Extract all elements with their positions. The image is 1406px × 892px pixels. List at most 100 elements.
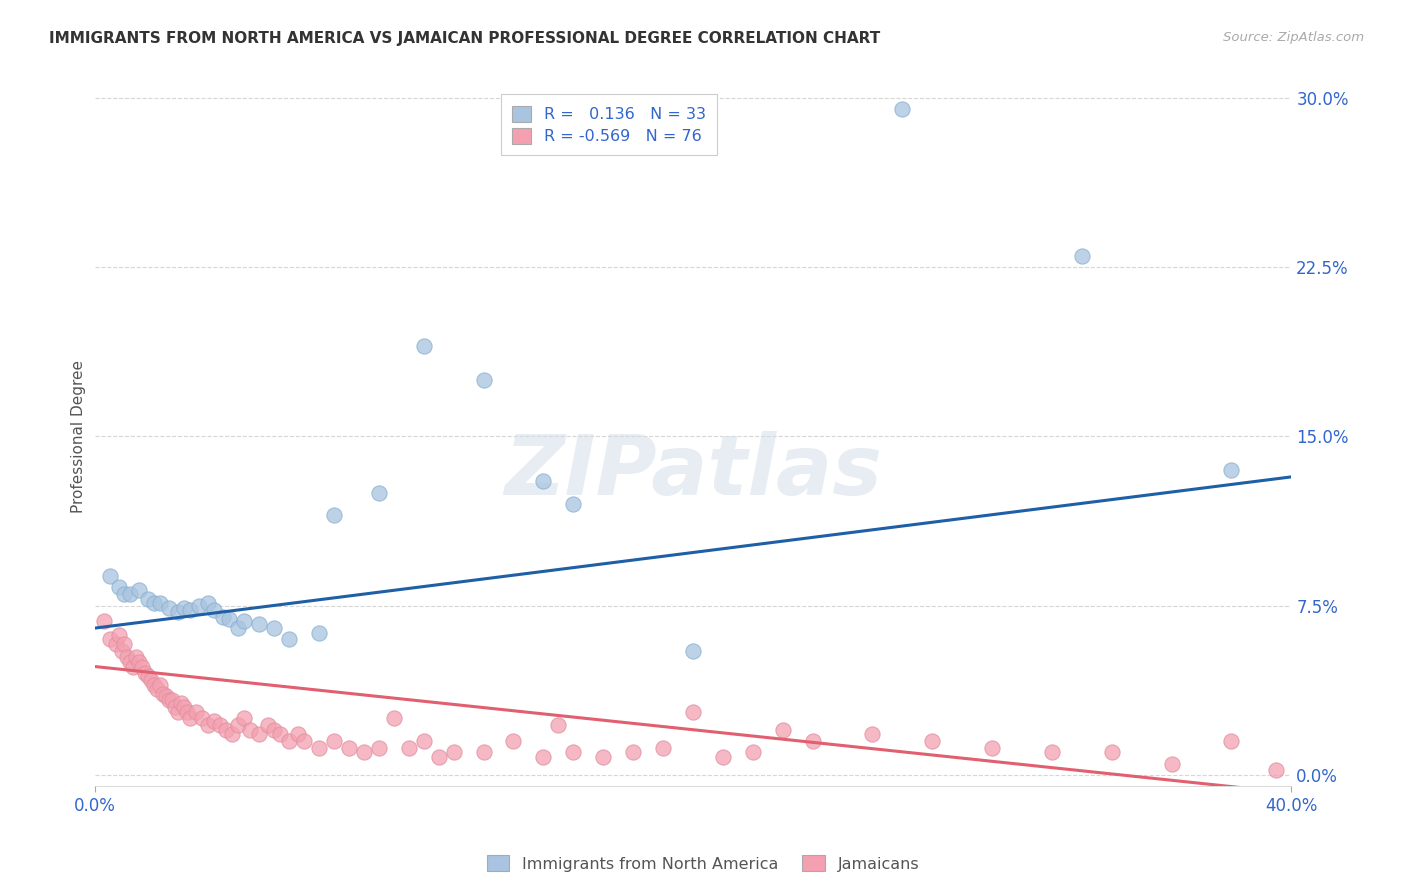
Point	[801, 734, 824, 748]
Point	[93, 615, 115, 629]
Point	[186, 705, 208, 719]
Legend: R =   0.136   N = 33, R = -0.569   N = 76: R = 0.136 N = 33, R = -0.569 N = 76	[501, 95, 717, 155]
Point	[1160, 756, 1182, 771]
Point	[711, 749, 734, 764]
Text: IMMIGRANTS FROM NORTH AMERICA VS JAMAICAN PROFESSIONAL DEGREE CORRELATION CHART: IMMIGRANTS FROM NORTH AMERICA VS JAMAICA…	[49, 31, 880, 46]
Point	[173, 700, 195, 714]
Point	[167, 605, 190, 619]
Point	[502, 734, 524, 748]
Point	[427, 749, 450, 764]
Point	[443, 745, 465, 759]
Point	[741, 745, 763, 759]
Point	[308, 740, 330, 755]
Point	[209, 718, 232, 732]
Point	[226, 621, 249, 635]
Point	[173, 600, 195, 615]
Point	[287, 727, 309, 741]
Point	[292, 734, 315, 748]
Point	[367, 740, 389, 755]
Text: ZIPatlas: ZIPatlas	[503, 431, 882, 512]
Point	[176, 705, 198, 719]
Point	[531, 749, 554, 764]
Point	[1101, 745, 1123, 759]
Point	[412, 734, 434, 748]
Point	[117, 650, 139, 665]
Point	[152, 687, 174, 701]
Point	[202, 714, 225, 728]
Point	[1070, 249, 1092, 263]
Point	[323, 734, 346, 748]
Point	[367, 485, 389, 500]
Point	[921, 734, 943, 748]
Point	[531, 475, 554, 489]
Point	[138, 668, 160, 682]
Point	[114, 637, 136, 651]
Point	[263, 723, 285, 737]
Point	[323, 508, 346, 523]
Point	[120, 587, 142, 601]
Point	[141, 673, 163, 687]
Point	[621, 745, 644, 759]
Point	[149, 677, 172, 691]
Point	[472, 745, 495, 759]
Point	[682, 643, 704, 657]
Point	[547, 718, 569, 732]
Y-axis label: Professional Degree: Professional Degree	[72, 359, 86, 513]
Point	[247, 727, 270, 741]
Point	[1220, 463, 1243, 477]
Point	[165, 700, 187, 714]
Point	[1220, 734, 1243, 748]
Point	[221, 727, 243, 741]
Point	[149, 596, 172, 610]
Point	[157, 600, 180, 615]
Point	[143, 596, 166, 610]
Point	[278, 734, 301, 748]
Text: Source: ZipAtlas.com: Source: ZipAtlas.com	[1223, 31, 1364, 45]
Point	[239, 723, 262, 737]
Point	[138, 591, 160, 606]
Point	[197, 596, 219, 610]
Point	[382, 711, 405, 725]
Point	[278, 632, 301, 647]
Point	[682, 705, 704, 719]
Point	[131, 659, 153, 673]
Point	[114, 587, 136, 601]
Point	[233, 711, 256, 725]
Point	[308, 625, 330, 640]
Point	[157, 693, 180, 707]
Point	[247, 616, 270, 631]
Point	[134, 666, 156, 681]
Point	[98, 569, 121, 583]
Point	[218, 612, 240, 626]
Legend: Immigrants from North America, Jamaicans: Immigrants from North America, Jamaicans	[479, 847, 927, 880]
Point	[215, 723, 238, 737]
Point	[188, 599, 211, 613]
Point	[981, 740, 1004, 755]
Point	[353, 745, 375, 759]
Point	[226, 718, 249, 732]
Point	[772, 723, 794, 737]
Point	[110, 643, 132, 657]
Point	[891, 102, 914, 116]
Point	[162, 693, 184, 707]
Point	[562, 497, 585, 511]
Point	[146, 682, 169, 697]
Point	[170, 696, 193, 710]
Point	[202, 603, 225, 617]
Point	[98, 632, 121, 647]
Point	[120, 655, 142, 669]
Point	[122, 659, 145, 673]
Point	[1040, 745, 1063, 759]
Point	[562, 745, 585, 759]
Point	[179, 711, 201, 725]
Point	[263, 621, 285, 635]
Point	[212, 610, 235, 624]
Point	[269, 727, 291, 741]
Point	[257, 718, 280, 732]
Point	[167, 705, 190, 719]
Point	[592, 749, 614, 764]
Point	[155, 689, 177, 703]
Point	[862, 727, 884, 741]
Point	[107, 581, 129, 595]
Point	[233, 615, 256, 629]
